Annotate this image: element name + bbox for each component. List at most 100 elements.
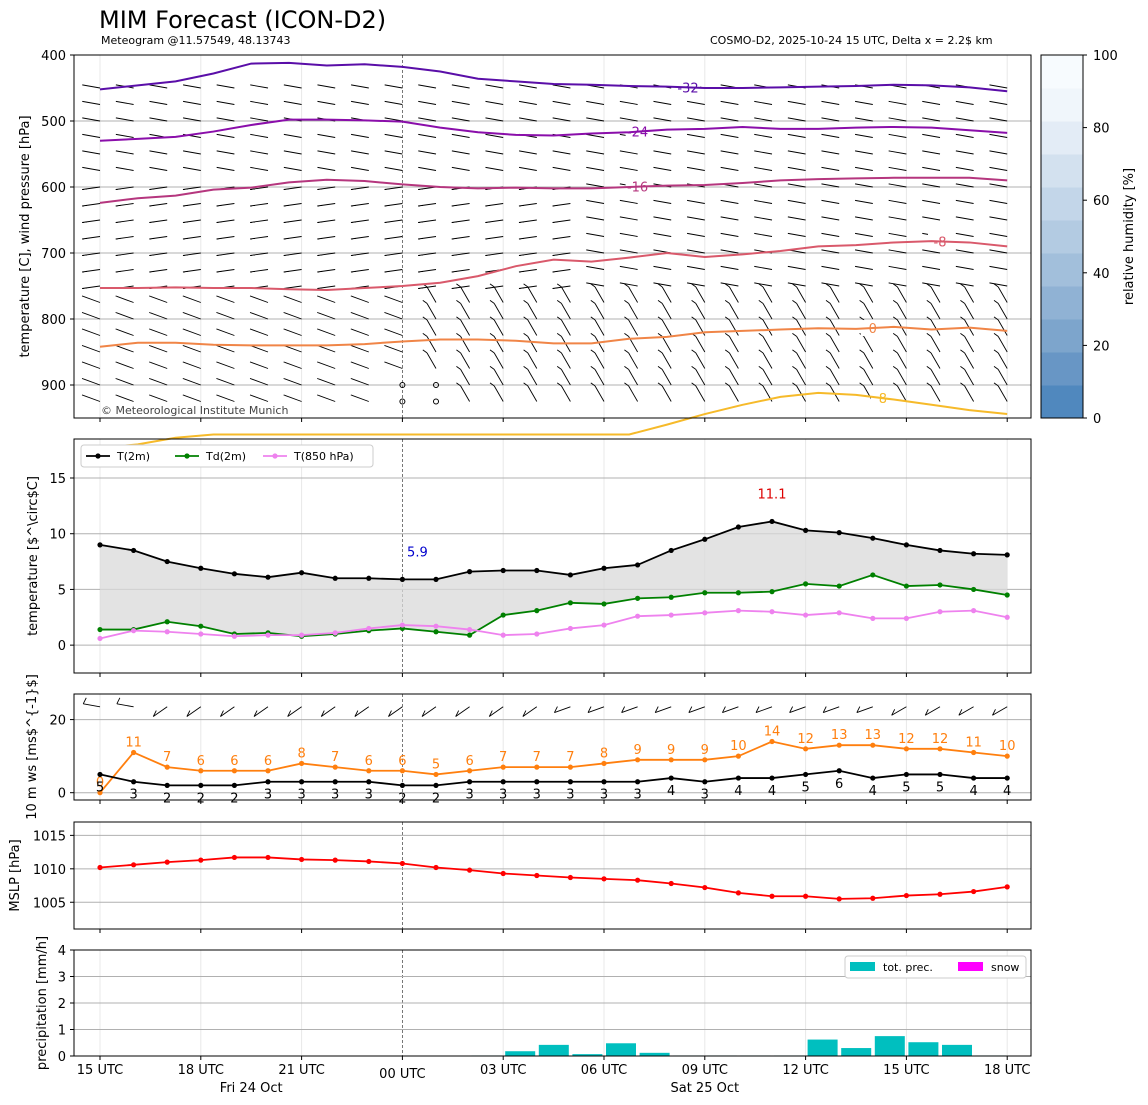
gust-point [433,771,439,778]
wind-barb-shaft [351,312,369,320]
wind-barb-shaft [653,166,672,171]
mslp-point [971,888,977,895]
wind-barb-flag [590,283,596,288]
wind-barb-shaft [594,336,605,353]
y-tick-label: 0 [58,787,66,802]
wind-barb-shaft [250,166,269,171]
wind-barb-shaft [527,303,538,320]
wind-barb-flag [556,382,562,387]
wind-barb-shaft [518,269,537,273]
wind-barb-shaft [82,328,101,336]
mean-wind-line [99,769,1008,787]
wind-barb-shaft [594,286,605,303]
wind-barb-shaft [586,150,605,155]
series-point-t2m [366,575,372,581]
legend-box [844,955,1027,979]
wind-barb-shaft [82,133,101,138]
gust-point [836,742,842,748]
wind-barb-shaft [989,150,1008,155]
series-point-t850 [332,630,338,636]
y-axis-label: temperature [C], wind pressure [hPa] [18,115,33,357]
wind-barb-shaft [384,84,403,89]
wind-barb-flag [657,366,663,370]
wind-barb-shaft [250,312,269,320]
mslp-point [433,864,439,871]
wind-barb-shaft [686,100,705,105]
wind-barb-shaft [115,133,134,138]
wind-barb-shaft [350,203,369,207]
wind-barb-shaft [216,84,235,89]
wind-barb-shaft [997,286,1008,303]
gust-point [702,757,708,763]
wind-barb-shaft [997,336,1008,353]
wind-barb-shaft [653,232,672,237]
wind-barb-shaft [418,133,437,138]
wind-barb-shaft [922,133,941,138]
gust-value-label: 6 [230,754,238,769]
wind-barb-shaft [888,199,907,204]
wind-barb-shaft [653,100,672,105]
wind-barb-shaft [854,216,873,221]
wind-barb-shaft [183,312,201,320]
wind-barb-shaft [115,100,134,105]
wind-barb-shaft [789,706,806,714]
wind-barb-shaft [897,303,907,320]
series-point-t850 [1004,614,1010,620]
y-tick-label: 1010 [33,863,66,878]
wind-barb-flag [624,283,629,288]
wind-barb-shaft [116,394,134,402]
wind-barb-shaft [82,345,101,353]
wind-barb-shaft [150,312,168,320]
wind-barb-flag [624,333,629,337]
wind-barb-shaft [384,100,403,105]
wind-barb-flag [657,283,663,288]
wind-barb-shaft [182,166,201,171]
wind-barb-shaft [762,286,773,303]
colorbar-segment [1041,187,1083,221]
colorbar-segment [1041,319,1083,353]
wind-barb-shaft [628,352,638,369]
wind-barb-shaft [888,133,907,138]
plot-frame [73,821,1032,930]
legend-marker [272,453,278,459]
x-tick-label: 18 UTC [984,1063,1030,1078]
y-tick-label: 1015 [33,829,66,844]
gust-value-label: 0 [96,776,104,791]
series-point-t850 [265,632,271,638]
wind-barb-shaft [964,303,974,320]
wind-barb-shaft [284,328,302,336]
wind-barb-shaft [661,286,672,303]
y-tick-label: 600 [41,181,66,196]
wind-barb-shaft [854,100,873,105]
gust-point [668,757,674,763]
wind-barb-shaft [384,236,403,240]
mean-wind-value-label: 5 [801,780,809,795]
wind-barb-shaft [561,286,571,303]
isotherm-label: -24 [627,126,648,141]
wind-barb-flag [489,382,495,387]
wind-barb-flag [758,316,764,321]
wind-barb-shaft [997,303,1008,320]
wind-barb-shaft [989,232,1008,237]
wind-barb-shaft [350,133,369,138]
wind-barb-shaft [250,150,269,155]
wind-barb-shaft [628,369,638,386]
wind-barb-shaft [350,84,369,89]
mslp-point [635,877,641,883]
x-tick-label: 03 UTC [480,1063,526,1078]
wind-barb-shaft [661,336,672,353]
wind-barb-flag [354,710,359,717]
legend-box [80,444,374,468]
wind-barb-shaft [989,166,1008,171]
wind-barb-shaft [863,286,874,303]
wind-barb-shaft [787,282,806,287]
wind-barb-shaft [384,166,403,171]
temperature-legend: T(2m) Td(2m) T(850 hPa) [80,444,374,468]
wind-barb-flag [556,366,562,370]
wind-barb-shaft [821,133,840,138]
wind-barb-shaft [964,369,974,386]
x-tick-label: 15 UTC [883,1063,929,1078]
wind-barb-shaft [989,216,1008,221]
wind-barb-shaft [653,133,672,138]
wind-barb-shaft [426,319,437,336]
